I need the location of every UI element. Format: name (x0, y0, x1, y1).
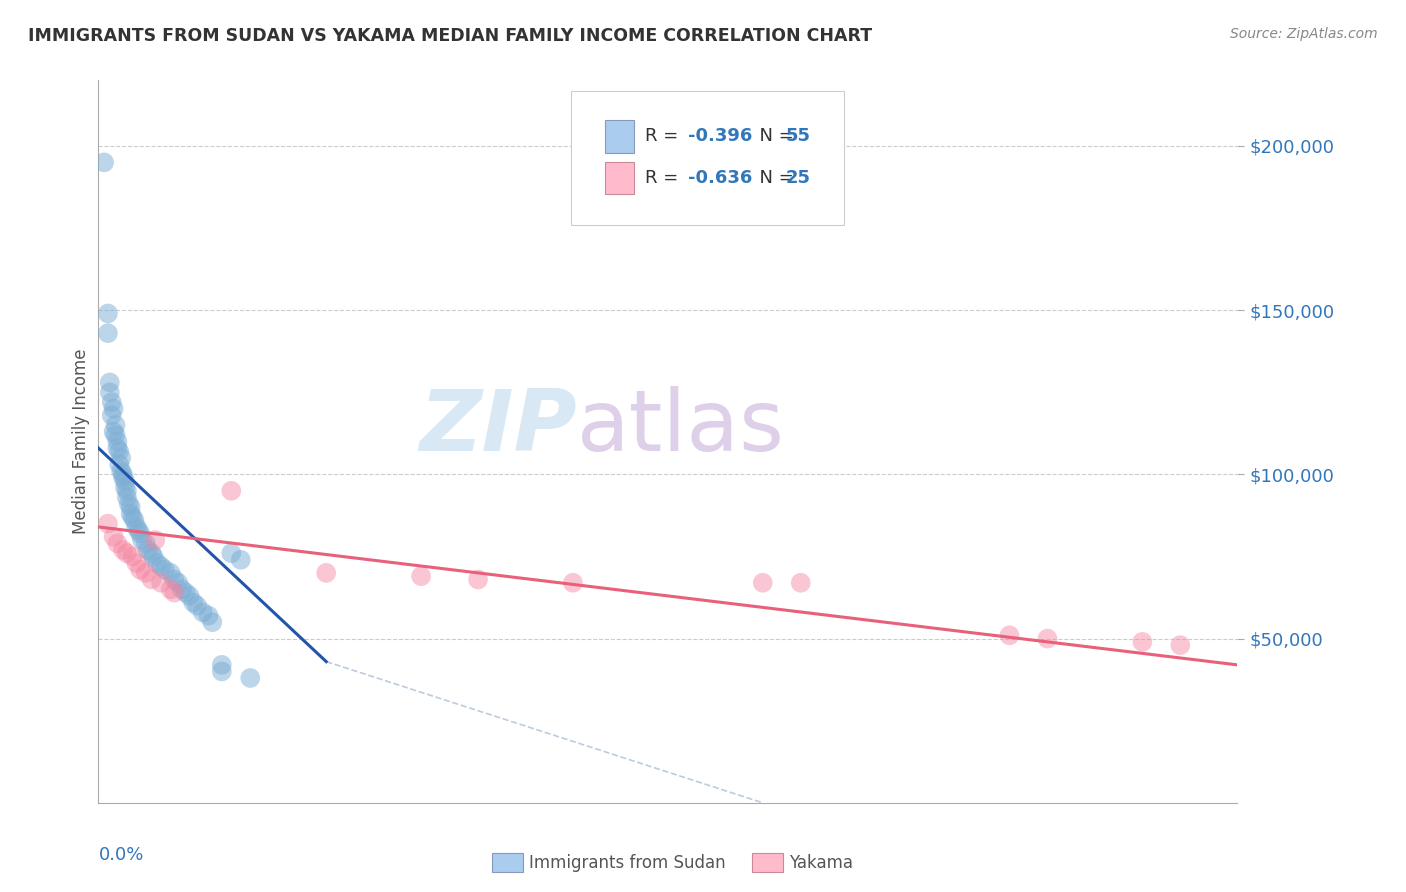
Point (129, 563, 152, 577)
Point (183, 595, 205, 609)
Point (100, 395, 122, 409)
Point (127, 523, 149, 537)
Point (103, 425, 125, 439)
Point (121, 549, 143, 564)
Text: 25: 25 (785, 169, 810, 186)
Point (135, 566, 157, 580)
Point (115, 491, 138, 505)
Point (167, 575, 190, 590)
Point (110, 464, 132, 478)
Point (129, 526, 152, 541)
Point (141, 546, 163, 560)
Point (467, 573, 489, 587)
Text: 55: 55 (785, 127, 810, 145)
Point (115, 483, 138, 498)
Point (112, 471, 135, 485)
Point (118, 497, 141, 511)
Text: IMMIGRANTS FROM SUDAN VS YAKAMA MEDIAN FAMILY INCOME CORRELATION CHART: IMMIGRANTS FROM SUDAN VS YAKAMA MEDIAN F… (28, 27, 872, 45)
Text: Immigrants from Sudan: Immigrants from Sudan (529, 854, 725, 871)
Text: N =: N = (748, 127, 799, 145)
Point (110, 450, 132, 465)
Point (174, 585, 197, 599)
Point (1170, 638, 1192, 652)
Point (315, 566, 337, 580)
Point (112, 467, 135, 482)
Point (124, 513, 146, 527)
Text: ZIP: ZIP (419, 385, 576, 468)
Point (141, 573, 163, 587)
Point (170, 582, 193, 597)
Point (142, 549, 165, 564)
Point (114, 481, 136, 495)
Point (186, 599, 208, 613)
Point (411, 569, 433, 583)
FancyBboxPatch shape (571, 91, 845, 225)
Text: N =: N = (748, 169, 799, 186)
Text: -0.396: -0.396 (689, 127, 752, 145)
Text: R =: R = (645, 127, 685, 145)
Point (145, 533, 167, 547)
Point (103, 530, 125, 544)
Point (97, 326, 120, 341)
Point (179, 589, 201, 603)
Text: Source: ZipAtlas.com: Source: ZipAtlas.com (1230, 27, 1378, 41)
Text: atlas: atlas (576, 385, 785, 468)
Point (98, 376, 121, 390)
Point (163, 585, 186, 599)
Point (201, 615, 224, 630)
Point (211, 665, 233, 679)
Point (125, 520, 148, 534)
Point (135, 536, 157, 550)
Point (107, 536, 129, 550)
Point (146, 556, 169, 570)
Point (108, 444, 131, 458)
Point (229, 553, 252, 567)
Point (131, 533, 153, 547)
Point (114, 474, 136, 488)
Point (104, 428, 127, 442)
Point (115, 546, 138, 560)
Point (120, 507, 142, 521)
Point (100, 409, 122, 423)
Text: 0.0%: 0.0% (98, 847, 143, 864)
Point (562, 575, 585, 590)
Point (108, 458, 131, 472)
Point (790, 575, 813, 590)
Point (93, 155, 115, 169)
Bar (605, 120, 634, 153)
Point (150, 559, 173, 574)
Text: Yakama: Yakama (789, 854, 853, 871)
Point (125, 556, 148, 570)
Text: -0.636: -0.636 (689, 169, 752, 186)
Point (97, 306, 120, 320)
Point (221, 483, 243, 498)
Point (159, 582, 181, 597)
Point (191, 605, 214, 619)
Point (107, 441, 129, 455)
Point (97, 516, 120, 531)
Point (98, 385, 121, 400)
Point (112, 542, 135, 557)
Y-axis label: Median Family Income: Median Family Income (72, 349, 90, 534)
Point (150, 575, 173, 590)
Point (136, 542, 159, 557)
Point (221, 546, 243, 560)
Point (107, 434, 129, 449)
Text: R =: R = (645, 169, 685, 186)
Point (211, 657, 233, 672)
Point (103, 401, 125, 416)
Point (1036, 632, 1059, 646)
Point (121, 510, 143, 524)
Point (998, 628, 1021, 642)
Point (197, 608, 219, 623)
Point (159, 566, 181, 580)
Point (163, 573, 186, 587)
Bar (605, 162, 634, 194)
Point (1132, 635, 1154, 649)
Point (752, 575, 775, 590)
Point (104, 418, 127, 433)
Point (239, 671, 262, 685)
Point (153, 563, 176, 577)
Point (120, 500, 142, 515)
